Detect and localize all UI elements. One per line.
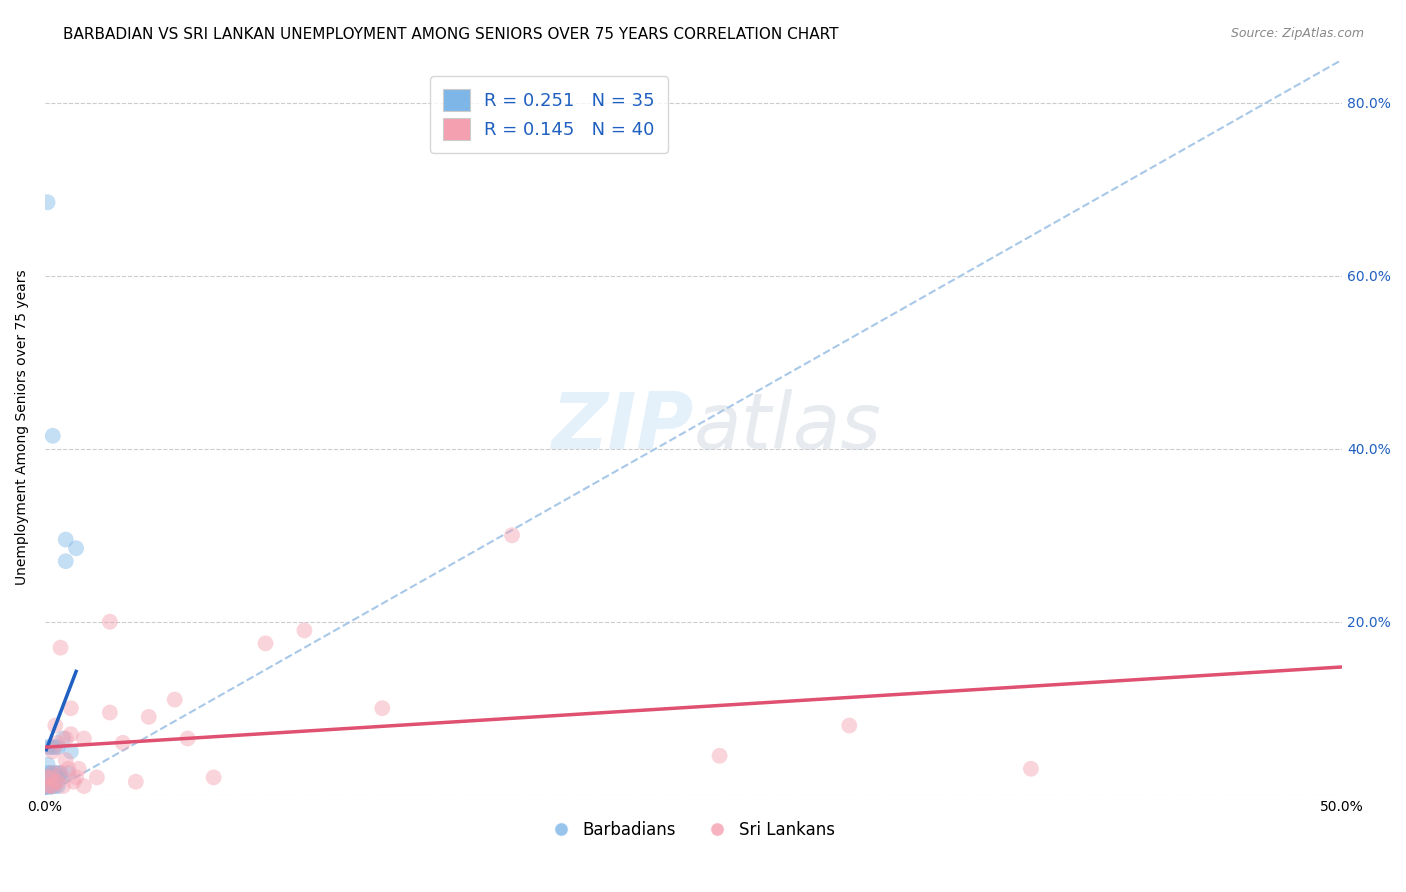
Point <box>58 762 80 776</box>
Point <box>46 779 69 793</box>
Point <box>254 636 277 650</box>
Point <box>59 701 82 715</box>
Point <box>125 774 148 789</box>
Point <box>49 766 72 780</box>
Point <box>67 762 90 776</box>
Point <box>42 779 65 793</box>
Point <box>39 779 62 793</box>
Point <box>838 718 860 732</box>
Point <box>37 766 59 780</box>
Point <box>55 731 77 746</box>
Point <box>44 779 66 793</box>
Point <box>49 771 72 785</box>
Point <box>138 710 160 724</box>
Point <box>37 779 59 793</box>
Point <box>46 736 69 750</box>
Point <box>202 771 225 785</box>
Point <box>294 624 316 638</box>
Point <box>44 774 66 789</box>
Point <box>709 748 731 763</box>
Legend: Barbadians, Sri Lankans: Barbadians, Sri Lankans <box>546 814 842 846</box>
Point <box>98 706 121 720</box>
Point <box>42 429 65 443</box>
Point <box>37 757 59 772</box>
Point <box>371 701 394 715</box>
Point <box>39 771 62 785</box>
Point <box>111 736 134 750</box>
Point <box>37 195 59 210</box>
Point <box>37 779 59 793</box>
Point <box>37 771 59 785</box>
Point <box>73 779 96 793</box>
Point <box>37 771 59 785</box>
Text: ZIP: ZIP <box>551 389 693 465</box>
Point <box>55 753 77 767</box>
Point <box>35 779 58 793</box>
Point <box>86 771 108 785</box>
Point <box>46 740 69 755</box>
Point <box>46 774 69 789</box>
Point <box>42 744 65 758</box>
Point <box>55 554 77 568</box>
Point <box>176 731 198 746</box>
Point <box>46 766 69 780</box>
Point <box>39 779 62 793</box>
Point <box>98 615 121 629</box>
Point <box>44 718 66 732</box>
Point <box>59 727 82 741</box>
Point <box>73 731 96 746</box>
Point <box>44 740 66 755</box>
Point <box>59 744 82 758</box>
Point <box>42 766 65 780</box>
Point <box>65 541 87 556</box>
Point <box>44 771 66 785</box>
Y-axis label: Unemployment Among Seniors over 75 years: Unemployment Among Seniors over 75 years <box>15 269 30 585</box>
Point <box>39 771 62 785</box>
Point <box>39 740 62 755</box>
Point <box>49 766 72 780</box>
Point <box>42 771 65 785</box>
Text: Source: ZipAtlas.com: Source: ZipAtlas.com <box>1230 27 1364 40</box>
Point <box>163 692 186 706</box>
Point <box>42 779 65 793</box>
Point <box>44 774 66 789</box>
Point <box>42 766 65 780</box>
Text: BARBADIAN VS SRI LANKAN UNEMPLOYMENT AMONG SENIORS OVER 75 YEARS CORRELATION CHA: BARBADIAN VS SRI LANKAN UNEMPLOYMENT AMO… <box>63 27 839 42</box>
Point <box>55 533 77 547</box>
Point <box>52 731 75 746</box>
Point <box>44 766 66 780</box>
Point <box>501 528 523 542</box>
Point <box>58 766 80 780</box>
Point <box>52 779 75 793</box>
Point <box>62 774 84 789</box>
Point <box>42 740 65 755</box>
Point <box>49 640 72 655</box>
Point <box>37 740 59 755</box>
Text: atlas: atlas <box>693 389 882 465</box>
Point <box>38 774 60 789</box>
Point <box>46 771 69 785</box>
Point <box>35 783 58 797</box>
Point <box>39 766 62 780</box>
Point <box>1019 762 1042 776</box>
Point <box>65 771 87 785</box>
